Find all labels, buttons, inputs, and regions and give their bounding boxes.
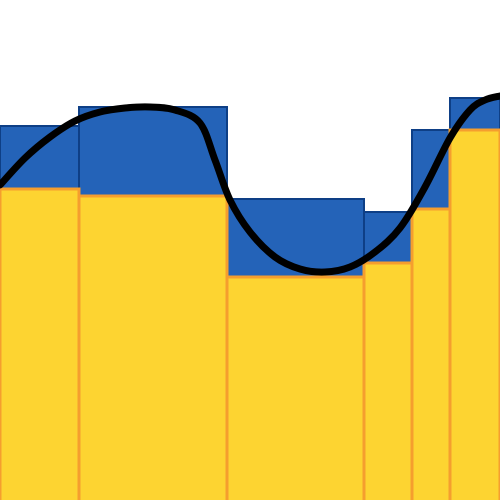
front-bar-4 xyxy=(362,261,414,500)
front-bar-1 xyxy=(0,187,81,500)
front-bar-5 xyxy=(410,207,452,500)
front-bar-2 xyxy=(77,194,229,500)
front-bar-3 xyxy=(225,275,366,500)
front-bar-6 xyxy=(448,128,500,500)
front-bar-series xyxy=(0,128,500,500)
curve-series xyxy=(0,92,500,276)
density-curve-line xyxy=(0,92,500,276)
